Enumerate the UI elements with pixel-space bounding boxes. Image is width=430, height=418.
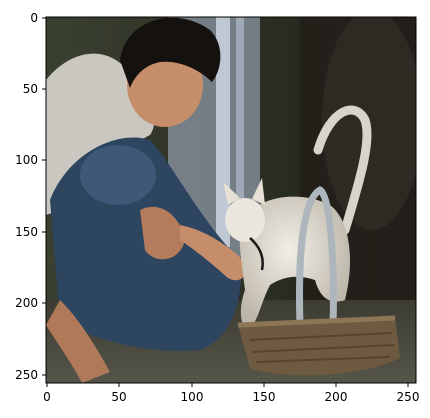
kitten-head — [225, 198, 265, 242]
curtain-light-strip-2 — [236, 17, 244, 227]
y-tick-label: 250 — [15, 368, 38, 382]
y-tick-label: 150 — [15, 225, 38, 239]
basket-weave — [249, 332, 395, 363]
basket-handle — [296, 186, 337, 326]
boy-knee — [80, 145, 156, 205]
y-tick-label: 0 — [30, 11, 38, 25]
kitten-tail — [313, 105, 372, 235]
x-tick-label: 150 — [253, 390, 276, 404]
kitten-collar — [249, 237, 264, 271]
boy-leg — [46, 300, 110, 383]
y-tick-label: 100 — [15, 153, 38, 167]
boy-arm-left — [140, 206, 185, 260]
boy-arm-right — [180, 225, 247, 281]
x-tick-label: 50 — [111, 390, 126, 404]
y-axis: 0 50 100 150 200 250 — [15, 11, 46, 382]
kitten-body — [239, 196, 350, 330]
basket — [237, 186, 400, 376]
basket-rim — [237, 315, 396, 328]
y-tick-label: 50 — [23, 82, 38, 96]
image-frame — [45, 16, 417, 384]
photo — [46, 17, 416, 383]
y-tick-label: 200 — [15, 296, 38, 310]
boy-hair — [120, 17, 221, 88]
x-tick-label: 200 — [325, 390, 348, 404]
x-tick-label: 100 — [181, 390, 204, 404]
kitten-ear-left — [223, 182, 240, 205]
x-axis: 0 50 100 150 200 250 — [43, 383, 419, 404]
x-tick-label: 250 — [397, 390, 420, 404]
kitten — [223, 105, 372, 330]
x-tick-label: 0 — [43, 390, 51, 404]
kitten-ear-right — [252, 178, 265, 205]
boy — [46, 17, 247, 383]
